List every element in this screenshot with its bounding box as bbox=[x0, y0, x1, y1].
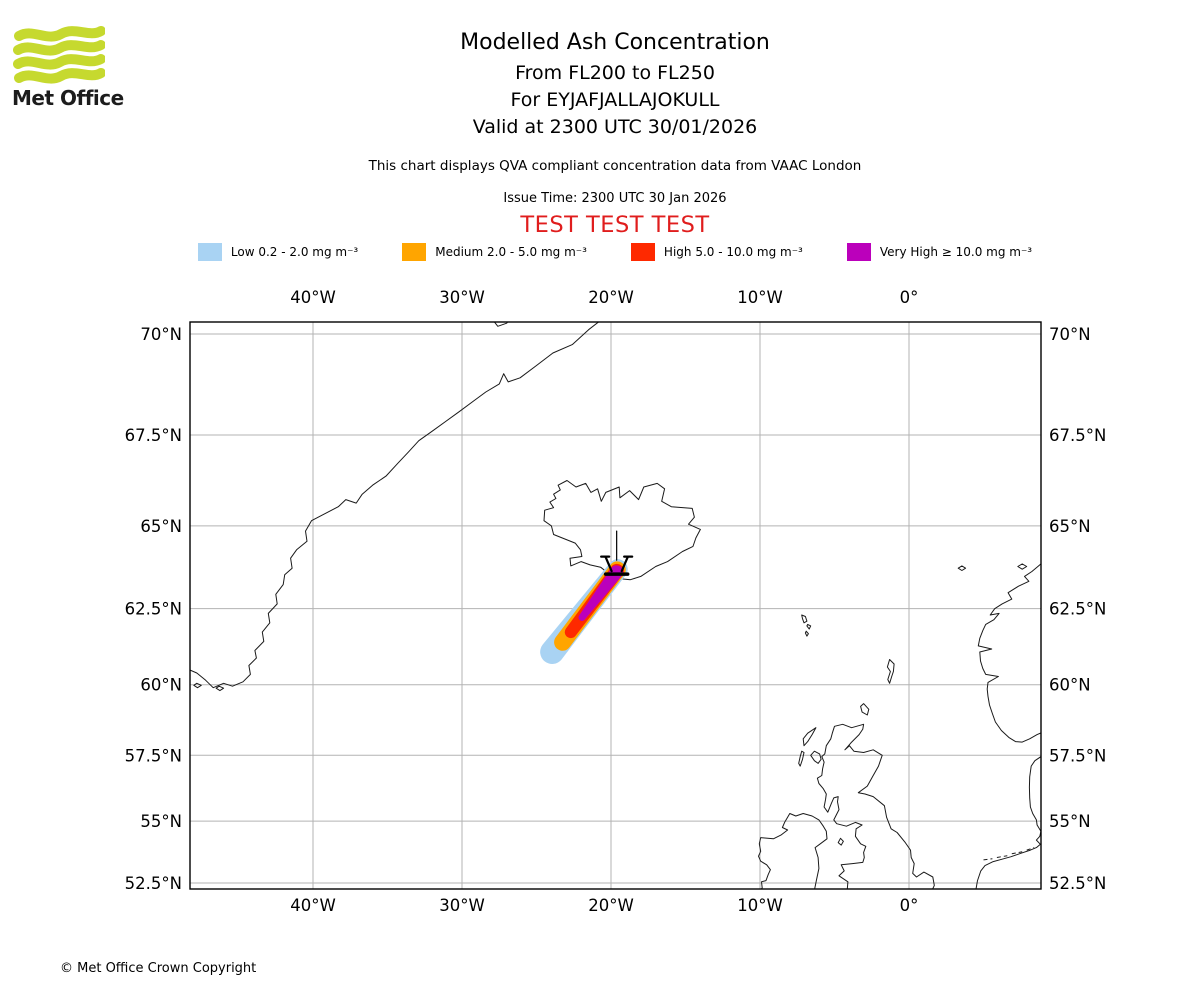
coastline-ireland bbox=[758, 813, 828, 889]
coastline-norway-islet-2 bbox=[957, 565, 967, 571]
lat-grid-label-right: 55°N bbox=[1049, 812, 1091, 831]
ash-plume bbox=[540, 559, 628, 664]
legend-label-high: High 5.0 - 10.0 mg m⁻³ bbox=[663, 245, 803, 259]
coastline-hebrides-uist bbox=[798, 750, 805, 767]
legend-label-medium: Medium 2.0 - 5.0 mg m⁻³ bbox=[435, 245, 587, 259]
legend: Low 0.2 - 2.0 mg m⁻³ Medium 2.0 - 5.0 mg… bbox=[30, 243, 1200, 261]
lat-grid-label-right: 60°N bbox=[1049, 676, 1091, 695]
subtitle-volcano: For EYJAFJALLAJOKULL bbox=[510, 89, 720, 111]
lon-grid-label-bottom: 10°W bbox=[737, 896, 783, 915]
coastline-hebrides-lewis bbox=[802, 727, 817, 747]
volcano-marker-icon bbox=[600, 530, 634, 576]
copyright-text: © Met Office Crown Copyright bbox=[60, 961, 257, 976]
map-frame bbox=[189, 321, 1042, 890]
coastline-frisian-islands-4 bbox=[1026, 847, 1035, 851]
coastline-faroe-3 bbox=[804, 630, 809, 637]
lon-grid-label-top: 30°W bbox=[439, 288, 485, 307]
coastline-shetland bbox=[886, 659, 895, 684]
chart-description: This chart displays QVA compliant concen… bbox=[368, 158, 862, 174]
lat-grid-label-right: 65°N bbox=[1049, 517, 1091, 536]
plume-layer-very_high bbox=[578, 565, 624, 621]
coastline-frisian-islands-2 bbox=[996, 855, 1008, 858]
subtitle-flight-levels: From FL200 to FL250 bbox=[515, 62, 715, 84]
lat-grid-label-left: 70°N bbox=[140, 325, 182, 344]
coastline-frisian-islands-3 bbox=[1011, 851, 1023, 855]
lon-grid-label-bottom: 0° bbox=[900, 896, 919, 915]
coastline-skye bbox=[810, 750, 822, 764]
lat-grid-label-left: 67.5°N bbox=[125, 426, 182, 445]
lat-grid-label-left: 52.5°N bbox=[125, 874, 182, 893]
coastline-faroe-1 bbox=[801, 614, 808, 624]
logo-waves-icon bbox=[13, 26, 105, 84]
coastline-great-britain bbox=[816, 723, 935, 889]
lat-grid-label-left: 62.5°N bbox=[125, 600, 182, 619]
coastline-greenland-east-coast bbox=[190, 322, 600, 689]
axis-labels: 40°W 40°W 30°W 30°W 20°W 20°W 10°W 10°W 0° 0° 70°N… bbox=[125, 288, 1107, 915]
legend-label-very-high: Very High ≥ 10.0 mg m⁻³ bbox=[879, 245, 1033, 259]
coastline-isle-of-man bbox=[837, 837, 844, 846]
issue-time: Issue Time: 2300 UTC 30 Jan 2026 bbox=[503, 191, 727, 206]
coastline-orkney bbox=[860, 703, 870, 716]
coastline-frisian-islands-1 bbox=[983, 858, 993, 861]
page-title: Modelled Ash Concentration bbox=[460, 30, 770, 55]
legend-item-low: Low 0.2 - 2.0 mg m⁻³ bbox=[197, 243, 359, 261]
lon-grid-label-bottom: 40°W bbox=[290, 896, 336, 915]
lat-grid-label-left: 60°N bbox=[140, 676, 182, 695]
logo-text: Met Office bbox=[12, 86, 124, 110]
coastline-faroe-2 bbox=[806, 623, 812, 630]
lat-grid-label-left: 57.5°N bbox=[125, 746, 182, 765]
lat-grid-label-right: 62.5°N bbox=[1049, 600, 1106, 619]
coastline-greenland-islet-2 bbox=[193, 682, 202, 689]
test-banner: TEST TEST TEST bbox=[520, 212, 710, 238]
coastline-norway-islet-1 bbox=[1017, 563, 1028, 570]
legend-label-low: Low 0.2 - 2.0 mg m⁻³ bbox=[230, 245, 359, 259]
lat-grid-label-right: 67.5°N bbox=[1049, 426, 1106, 445]
legend-swatch-high bbox=[630, 243, 655, 261]
legend-swatch-very-high bbox=[846, 243, 871, 261]
coastline-greenland-scoresby bbox=[493, 322, 509, 327]
lon-grid-label-top: 40°W bbox=[290, 288, 336, 307]
coastline-iceland bbox=[543, 480, 701, 581]
lon-grid-label-top: 10°W bbox=[737, 288, 783, 307]
lat-grid-label-left: 55°N bbox=[140, 812, 182, 831]
coastline-greenland-islet-1 bbox=[215, 685, 225, 692]
met-office-logo bbox=[13, 26, 105, 84]
subtitle-valid-time: Valid at 2300 UTC 30/01/2026 bbox=[472, 116, 758, 138]
lat-grid-label-right: 70°N bbox=[1049, 325, 1091, 344]
lon-grid-label-top: 20°W bbox=[588, 288, 634, 307]
lon-grid-label-bottom: 20°W bbox=[588, 896, 634, 915]
lat-grid-label-right: 57.5°N bbox=[1049, 746, 1106, 765]
legend-swatch-medium bbox=[402, 243, 427, 261]
lon-grid-label-bottom: 30°W bbox=[439, 896, 485, 915]
legend-item-medium: Medium 2.0 - 5.0 mg m⁻³ bbox=[402, 243, 587, 261]
lon-grid-label-top: 0° bbox=[900, 288, 919, 307]
lat-grid-label-right: 52.5°N bbox=[1049, 874, 1106, 893]
grid-lines bbox=[190, 322, 1041, 889]
legend-item-very-high: Very High ≥ 10.0 mg m⁻³ bbox=[846, 243, 1033, 261]
coastline-denmark-netherlands bbox=[975, 756, 1041, 889]
legend-swatch-low bbox=[197, 243, 222, 261]
coastline-norway bbox=[977, 563, 1041, 743]
legend-item-high: High 5.0 - 10.0 mg m⁻³ bbox=[630, 243, 803, 261]
lat-grid-label-left: 65°N bbox=[140, 517, 182, 536]
coastlines bbox=[190, 322, 1041, 889]
